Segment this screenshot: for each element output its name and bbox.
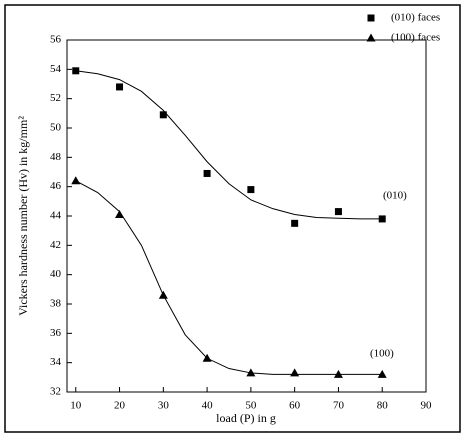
- data-point: [71, 176, 81, 185]
- y-tick-label: 46: [50, 180, 62, 192]
- annotation: (010): [383, 190, 407, 202]
- x-tick-label: 60: [289, 400, 301, 412]
- legend-marker: [366, 33, 376, 42]
- y-tick-label: 48: [50, 151, 62, 163]
- y-tick-label: 44: [50, 210, 62, 222]
- x-tick-label: 40: [202, 400, 214, 412]
- fit-curve: [75, 180, 383, 375]
- legend-label: (100) faces: [391, 32, 440, 44]
- fit-curve: [75, 70, 383, 220]
- x-tick-label: 50: [245, 400, 257, 412]
- data-point: [290, 368, 300, 377]
- data-point: [202, 353, 212, 362]
- y-tick-label: 42: [50, 239, 61, 251]
- x-tick-label: 10: [70, 400, 82, 412]
- data-point: [159, 111, 167, 119]
- y-axis-title: Vickers hardness number (Hv) in kg/mm²: [16, 116, 30, 316]
- data-point: [291, 219, 299, 227]
- data-point: [247, 186, 255, 194]
- x-tick-label: 30: [158, 400, 170, 412]
- x-tick-label: 20: [114, 400, 126, 412]
- x-tick-label: 90: [421, 400, 433, 412]
- y-tick-label: 52: [50, 92, 61, 104]
- y-tick-label: 40: [50, 268, 62, 280]
- data-point: [115, 210, 125, 219]
- x-axis-title: load (P) in g: [216, 411, 276, 425]
- frame: [4, 4, 461, 433]
- data-point: [378, 215, 386, 223]
- data-point: [203, 169, 211, 177]
- data-point: [377, 369, 387, 378]
- y-tick-label: 56: [50, 34, 62, 46]
- y-tick-label: 36: [50, 327, 62, 339]
- y-tick-label: 34: [50, 356, 62, 368]
- y-tick-label: 32: [50, 386, 61, 398]
- data-point: [334, 208, 342, 216]
- data-point: [158, 290, 168, 299]
- legend-label: (010) faces: [391, 12, 440, 24]
- data-point: [72, 67, 80, 75]
- annotation: (100): [370, 348, 394, 360]
- x-tick-label: 70: [333, 400, 345, 412]
- data-point: [246, 368, 256, 377]
- x-tick-label: 80: [377, 400, 389, 412]
- legend-marker: [367, 14, 375, 22]
- y-tick-label: 38: [50, 298, 62, 310]
- y-tick-label: 50: [50, 122, 62, 134]
- y-tick-label: 54: [50, 63, 62, 75]
- data-point: [116, 83, 124, 91]
- data-point: [333, 369, 343, 378]
